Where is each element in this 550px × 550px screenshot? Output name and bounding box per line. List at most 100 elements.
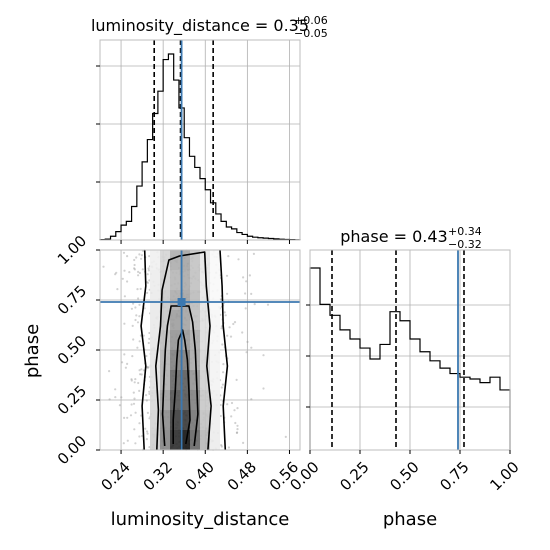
scatter-point bbox=[114, 273, 117, 276]
scatter-point bbox=[220, 386, 223, 389]
scatter-point bbox=[146, 366, 149, 369]
density-cell bbox=[200, 330, 210, 350]
scatter-point bbox=[230, 415, 233, 418]
scatter-point bbox=[226, 334, 229, 337]
density-cell bbox=[200, 270, 210, 290]
ld-tick-label-2: 0.40 bbox=[182, 458, 218, 494]
scatter-point bbox=[130, 379, 133, 382]
scatter-point bbox=[146, 432, 149, 435]
phase-title-plus: +0.34 bbox=[448, 225, 482, 238]
scatter-point bbox=[123, 353, 126, 356]
density-cell bbox=[180, 410, 190, 430]
density-cell bbox=[180, 390, 190, 410]
luminosity-distance-histogram-panel bbox=[96, 39, 301, 244]
density-cell bbox=[210, 390, 220, 410]
scatter-point bbox=[137, 381, 140, 385]
scatter-point bbox=[138, 271, 141, 275]
scatter-point bbox=[146, 281, 149, 284]
scatter-point bbox=[220, 327, 223, 330]
scatter-point bbox=[134, 318, 137, 322]
scatter-point bbox=[233, 321, 237, 324]
scatter-point bbox=[139, 373, 142, 376]
scatter-point bbox=[148, 331, 151, 335]
density-cell bbox=[160, 410, 170, 430]
scatter-point bbox=[136, 288, 139, 291]
scatter-point bbox=[224, 314, 227, 317]
density-cell bbox=[170, 310, 180, 330]
ld-hist-frame bbox=[99, 39, 301, 241]
scatter-point bbox=[136, 321, 140, 324]
scatter-point bbox=[138, 303, 141, 306]
scatter-point bbox=[130, 378, 133, 381]
scatter-point bbox=[142, 369, 145, 372]
scatter-point bbox=[137, 297, 140, 300]
phase-xtick-label-4: 1.00 bbox=[486, 458, 522, 494]
density-cell bbox=[200, 310, 210, 330]
scatter-point bbox=[235, 378, 238, 381]
scatter-point bbox=[123, 269, 126, 272]
density-cell bbox=[190, 270, 200, 290]
phase-title-name: phase bbox=[340, 227, 388, 246]
scatter-point bbox=[141, 268, 144, 271]
density-cell bbox=[200, 430, 210, 450]
scatter-point bbox=[220, 445, 223, 448]
scatter-point bbox=[148, 392, 151, 395]
density-cell bbox=[150, 330, 160, 350]
phase-title: phase = 0.43 bbox=[340, 227, 447, 246]
ld-tick-label-3: 0.48 bbox=[224, 458, 260, 494]
x-axis-label-luminosity-distance: luminosity_distance bbox=[111, 509, 290, 530]
density-cell bbox=[200, 390, 210, 410]
scatter-point bbox=[148, 337, 151, 340]
density-cell bbox=[170, 270, 180, 290]
scatter-point bbox=[133, 268, 136, 271]
density-cell bbox=[200, 410, 210, 430]
scatter-point bbox=[138, 369, 141, 372]
density-cell bbox=[200, 350, 210, 370]
density-cell bbox=[160, 290, 170, 310]
density-cell bbox=[160, 330, 170, 350]
scatter-point bbox=[244, 292, 247, 295]
scatter-point bbox=[250, 398, 253, 401]
scatter-point bbox=[236, 431, 239, 434]
scatter-point bbox=[108, 398, 111, 401]
density-cell bbox=[210, 250, 220, 270]
scatter-point bbox=[122, 251, 126, 254]
scatter-point bbox=[148, 279, 151, 282]
density-cell bbox=[210, 310, 220, 330]
scatter-point bbox=[129, 414, 133, 417]
scatter-point bbox=[133, 397, 136, 400]
scatter-point bbox=[221, 383, 224, 386]
scatter-point bbox=[123, 295, 126, 298]
scatter-point bbox=[133, 263, 136, 267]
phase-xtick-label-3: 0.75 bbox=[436, 458, 472, 494]
scatter-point bbox=[118, 404, 121, 407]
scatter-point bbox=[122, 442, 125, 445]
scatter-point bbox=[236, 428, 239, 431]
scatter-point bbox=[137, 274, 140, 277]
scatter-point bbox=[114, 396, 117, 399]
x-axis-label-phase: phase bbox=[383, 509, 437, 530]
scatter-point bbox=[250, 292, 253, 295]
phase-ytick-label-2: 0.50 bbox=[54, 332, 90, 368]
scatter-point bbox=[133, 381, 136, 384]
density-cell bbox=[190, 310, 200, 330]
density-cell bbox=[210, 430, 220, 450]
scatter-point bbox=[145, 394, 148, 397]
density-contour-2 bbox=[155, 251, 212, 451]
scatter-point bbox=[123, 322, 126, 325]
scatter-point bbox=[115, 271, 118, 274]
density-cell bbox=[210, 290, 220, 310]
density-cell bbox=[170, 290, 180, 310]
density-cell bbox=[150, 410, 160, 430]
phase-title-minus: −0.32 bbox=[448, 238, 482, 251]
scatter-point bbox=[126, 255, 129, 258]
scatter-point bbox=[230, 401, 234, 405]
density-cell bbox=[210, 370, 220, 390]
scatter-point bbox=[219, 414, 222, 418]
density-cell bbox=[170, 330, 180, 350]
scatter-point bbox=[227, 255, 230, 258]
scatter-point bbox=[241, 331, 244, 334]
phase-ytick-label-1: 0.25 bbox=[54, 382, 90, 418]
scatter-point bbox=[237, 258, 240, 261]
density-cell bbox=[160, 310, 170, 330]
